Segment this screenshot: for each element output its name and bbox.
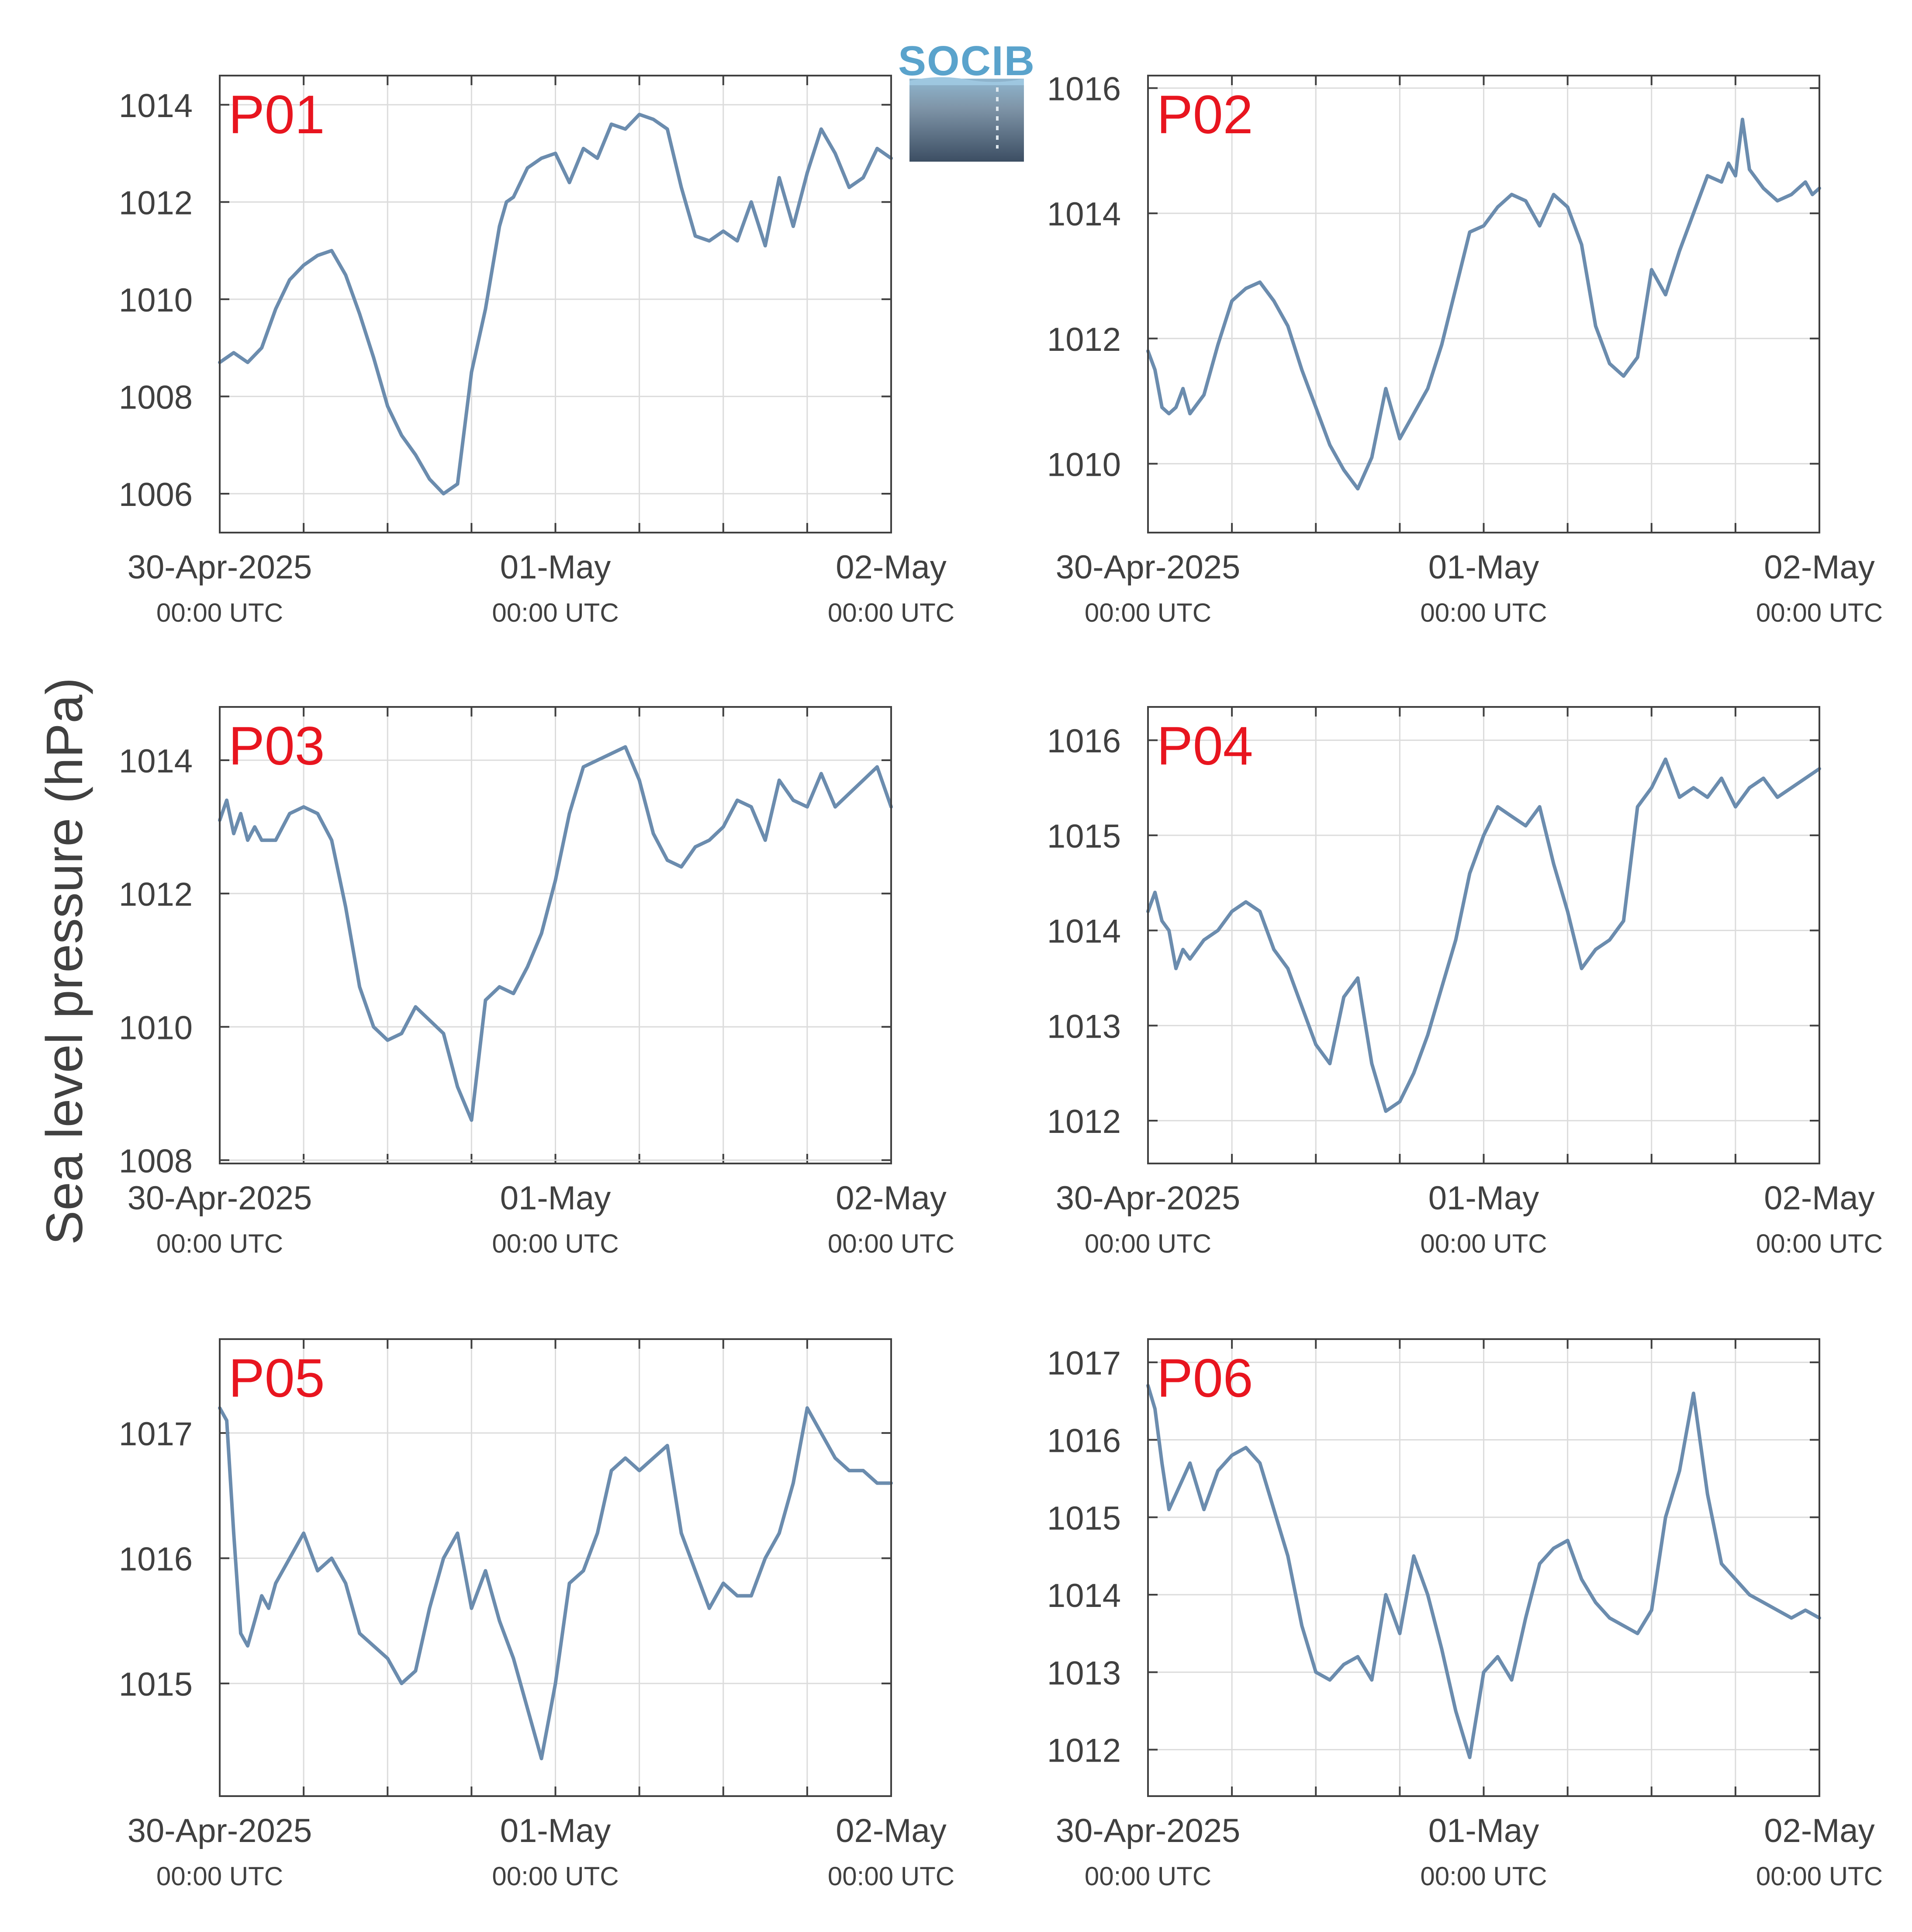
y-tick-label: 1012 [1047,321,1121,358]
x-tick-sublabel: 00:00 UTC [1420,598,1547,627]
x-tick-label: 30-Apr-2025 [128,549,312,586]
chart-panel-p06: 1012 1013 1014 1015 1016 1017 30-Apr-2025 00:00… [1047,1338,1883,1891]
y-tick-label: 1016 [1047,1422,1121,1459]
logo-text: SOCIB [898,38,1035,84]
series-line [1146,757,1821,1113]
series-line [1146,1384,1821,1759]
x-tick-label: 30-Apr-2025 [128,1812,312,1849]
chart-panel-p03: 1008 1010 1012 1014 30-Apr-2025 00:00 UTC 01-M… [119,706,954,1258]
x-tick-sublabel: 00:00 UTC [156,1229,283,1258]
x-tick-label: 01-May [500,1812,611,1849]
y-tick-label: 1012 [119,876,193,913]
y-tick-label: 1012 [1047,1732,1121,1769]
x-tick-sublabel: 00:00 UTC [1420,1862,1547,1891]
x-tick-label: 02-May [836,1180,946,1217]
x-tick-sublabel: 00:00 UTC [1756,598,1883,627]
logo-wave [909,77,1024,85]
chart-panel-p04: 1012 1013 1014 1015 1016 30-Apr-2025 00:00 UTC… [1047,706,1883,1258]
chart-panel-p02: 1010 1012 1014 1016 30-Apr-2025 00:00 UTC 01-M… [1047,71,1883,627]
x-tick-sublabel: 00:00 UTC [492,598,619,627]
x-tick-label: 02-May [836,1812,946,1849]
axes-frame [219,75,892,533]
x-tick-label: 02-May [1764,549,1874,586]
chart-panel-p01: 1006 1008 1010 1012 1014 30-Apr-2025 00:00 UTC… [119,75,954,627]
y-tick-label: 1010 [119,282,193,319]
x-tick-label: 02-May [1764,1180,1874,1217]
y-tick-label: 1013 [1047,1008,1121,1045]
y-tick-label: 1006 [119,476,193,513]
x-tick-label: 01-May [1428,1812,1539,1849]
y-tick-label: 1008 [119,379,193,416]
logo-block [909,79,1024,162]
x-tick-sublabel: 00:00 UTC [828,1229,954,1258]
x-tick-sublabel: 00:00 UTC [1756,1862,1883,1891]
y-tick-label: 1013 [1047,1655,1121,1692]
axes-frame [1147,706,1820,1164]
x-tick-sublabel: 00:00 UTC [828,1862,954,1891]
y-tick-label: 1016 [119,1541,193,1578]
panels: 1006 1008 1010 1012 1014 30-Apr-2025 00:00 UTC… [119,71,1883,1891]
panel-label: P03 [228,716,325,776]
y-tick-label: 1012 [119,184,193,222]
panel-label: P05 [228,1348,325,1409]
series-line [218,1406,893,1760]
x-tick-label: 01-May [500,549,611,586]
x-tick-label: 02-May [836,549,946,586]
x-tick-sublabel: 00:00 UTC [492,1862,619,1891]
y-tick-label: 1017 [119,1416,193,1453]
x-tick-sublabel: 00:00 UTC [1085,1229,1211,1258]
y-tick-label: 1016 [1047,71,1121,108]
panel-label: P02 [1157,85,1253,145]
y-tick-label: 1010 [1047,446,1121,483]
axes-frame [1147,1338,1820,1797]
series-line [218,113,893,495]
socib-logo: SOCIB [898,38,1035,162]
x-tick-sublabel: 00:00 UTC [1085,1862,1211,1891]
y-tick-label: 1014 [119,743,193,780]
x-tick-label: 30-Apr-2025 [128,1180,312,1217]
chart-panel-p05: 1015 1016 1017 30-Apr-2025 00:00 UTC 01-May 00… [119,1338,954,1891]
y-tick-label: 1015 [119,1666,193,1703]
y-tick-label: 1017 [1047,1345,1121,1382]
y-axis-label: Sea level pressure (hPa) [36,678,93,1245]
axes-frame [219,1338,892,1797]
y-tick-label: 1014 [1047,1577,1121,1614]
panel-label: P06 [1157,1348,1253,1409]
y-tick-label: 1008 [119,1143,193,1180]
y-tick-label: 1015 [1047,1500,1121,1537]
x-tick-label: 01-May [1428,1180,1539,1217]
x-tick-sublabel: 00:00 UTC [156,598,283,627]
panel-label: P01 [228,85,325,145]
y-tick-label: 1010 [119,1009,193,1046]
x-tick-label: 30-Apr-2025 [1056,1812,1241,1849]
x-tick-sublabel: 00:00 UTC [492,1229,619,1258]
y-tick-label: 1014 [119,87,193,125]
panel-label: P04 [1157,716,1253,776]
series-line [1146,118,1821,491]
x-tick-sublabel: 00:00 UTC [828,598,954,627]
x-tick-sublabel: 00:00 UTC [1420,1229,1547,1258]
y-tick-label: 1016 [1047,723,1121,760]
x-tick-sublabel: 00:00 UTC [156,1862,283,1891]
x-tick-sublabel: 00:00 UTC [1756,1229,1883,1258]
y-tick-label: 1015 [1047,818,1121,855]
axes-frame [219,706,892,1164]
series-line [218,745,893,1122]
x-tick-label: 01-May [1428,549,1539,586]
x-tick-sublabel: 00:00 UTC [1085,598,1211,627]
x-tick-label: 02-May [1764,1812,1874,1849]
y-tick-label: 1012 [1047,1103,1121,1140]
y-tick-label: 1014 [1047,913,1121,950]
axes-frame [1147,75,1820,533]
y-tick-label: 1014 [1047,196,1121,233]
x-tick-label: 30-Apr-2025 [1056,1180,1241,1217]
x-tick-label: 30-Apr-2025 [1056,549,1241,586]
x-tick-label: 01-May [500,1180,611,1217]
